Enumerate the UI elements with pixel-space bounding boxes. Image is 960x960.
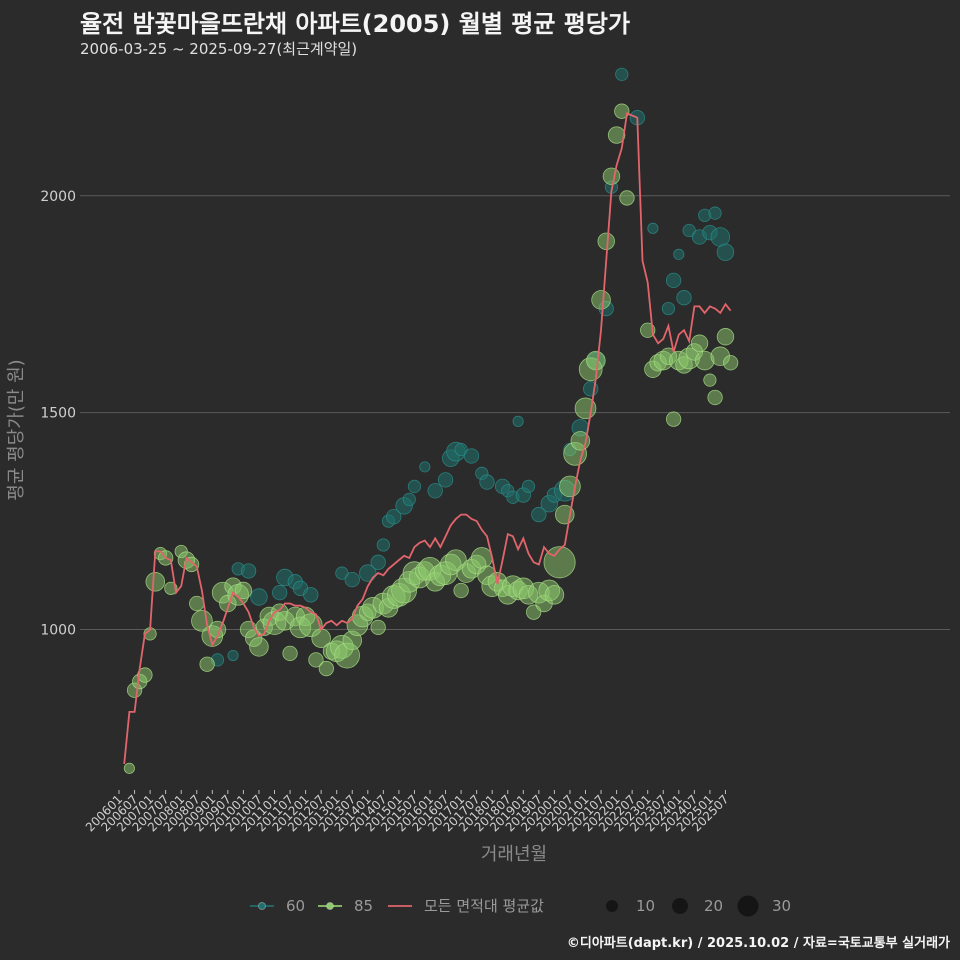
series-85-point <box>234 581 253 600</box>
series-85-point <box>703 373 717 387</box>
series-85-point <box>282 645 298 662</box>
series-60-point <box>682 223 696 238</box>
average-line <box>123 112 732 765</box>
y-tick-label: 1500 <box>40 406 76 422</box>
series-60-point <box>665 272 682 289</box>
series-60-point <box>647 222 659 234</box>
series-85-point <box>471 547 493 569</box>
series-85-point <box>607 126 626 144</box>
series-60-point <box>376 538 390 552</box>
legend-size-circle <box>737 895 759 917</box>
series-60-point <box>303 587 319 603</box>
legend-key-point <box>326 902 334 910</box>
series-85-point <box>137 667 153 683</box>
series-85-point <box>544 585 565 605</box>
series-85-point <box>586 350 606 371</box>
legend-key-point <box>258 902 266 910</box>
series-85-point <box>716 328 735 346</box>
series-60-points <box>210 67 735 667</box>
series-85-point <box>597 232 615 251</box>
series-60-point <box>479 474 495 490</box>
y-tick-label: 1000 <box>40 623 76 639</box>
series-60-point <box>335 566 349 580</box>
legend-label: 모든 면적대 평균값 <box>424 897 544 915</box>
series-60-point <box>227 649 239 662</box>
series-85-point <box>722 355 739 371</box>
series-60-point <box>676 290 692 306</box>
series-60-point <box>419 461 431 473</box>
chart-subtitle: 2006-03-25 ~ 2025-09-27(최근계약일) <box>80 40 358 58</box>
series-60-point <box>673 248 685 260</box>
series-85-point <box>145 572 166 592</box>
legend-label: 85 <box>354 897 373 915</box>
series-85-point <box>591 290 611 310</box>
source-credit: ©디아파트(dapt.kr) / 2025.10.02 / 자료=국토교통부 실… <box>566 936 950 951</box>
x-ticks: 2006012006072007012007072008012008072009… <box>83 790 732 835</box>
series-60-point <box>344 571 360 588</box>
y-tick-label: 2000 <box>40 189 76 205</box>
legend-size-circle <box>672 898 688 914</box>
series-60-point <box>427 483 443 499</box>
chart-title: 율전 밤꽃마을뜨란채 아파트(2005) 월별 평균 평당가 <box>80 10 631 38</box>
series-85-point <box>453 582 469 599</box>
series-85-point <box>559 475 581 498</box>
series-85-point <box>543 546 576 579</box>
series-60-point <box>708 206 722 220</box>
series-85-point <box>123 762 135 774</box>
series-85-point <box>189 595 205 612</box>
series-85-point <box>707 389 723 406</box>
series-60-point <box>454 442 468 457</box>
series-60-point <box>272 585 288 601</box>
series-60-point <box>370 554 386 570</box>
series-85-point <box>370 619 386 635</box>
series-60-point <box>386 509 402 525</box>
series-85-point <box>199 656 215 672</box>
series-60-point <box>615 67 629 81</box>
series-60-point <box>250 588 268 606</box>
series-85-point <box>690 334 709 352</box>
series-85-point <box>665 411 682 427</box>
series-60-point <box>463 448 480 464</box>
series-85-point <box>602 167 621 185</box>
series-60-point <box>661 301 676 316</box>
series-60-point <box>531 506 547 523</box>
legend-size-circle <box>606 900 618 912</box>
series-60-point <box>716 243 735 261</box>
series-85-points <box>123 103 739 774</box>
series-60-point <box>512 415 524 427</box>
legend-size-label: 20 <box>704 897 723 915</box>
x-axis-title: 거래년월 <box>481 844 547 865</box>
legend-size-label: 30 <box>772 897 791 915</box>
series-60-point <box>710 227 731 247</box>
legend-size-label: 10 <box>636 897 655 915</box>
series-85-point <box>619 190 635 206</box>
legend-label: 60 <box>286 897 305 915</box>
y-axis-title: 평균 평당가(만 원) <box>6 359 27 500</box>
series-60-point <box>521 479 536 493</box>
series-85-point <box>249 637 269 657</box>
legend: 60 85 모든 면적대 평균값 10 20 30 <box>250 895 791 917</box>
series-60-point <box>437 472 454 488</box>
series-60-point <box>402 492 416 506</box>
series-85-point <box>614 103 630 119</box>
series-60-point <box>407 479 422 493</box>
series-85-point <box>308 652 324 668</box>
average-line-group <box>123 112 732 765</box>
series-85-point <box>318 660 334 677</box>
series-60-point <box>359 564 377 582</box>
series-60-point <box>240 563 257 579</box>
grid-lines <box>80 195 950 631</box>
y-tick-labels: 1000 1500 2000 <box>40 189 76 639</box>
